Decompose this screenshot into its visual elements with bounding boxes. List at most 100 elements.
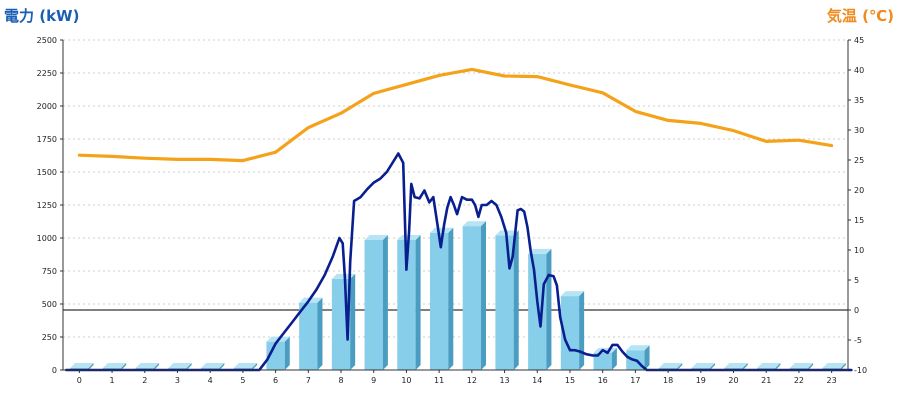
hour-tick-label: 1	[110, 376, 115, 385]
left-tick-label: 250	[42, 333, 57, 342]
power-bar-top	[724, 363, 748, 369]
axes-frame	[62, 40, 849, 371]
grid-lines	[63, 39, 848, 338]
hour-tick-label: 13	[499, 376, 509, 385]
power-bar	[364, 234, 388, 370]
hour-tick-label: 9	[371, 376, 376, 385]
right-tick-label: 25	[854, 156, 864, 165]
right-tick-label: 40	[854, 66, 864, 75]
power-bar-top	[757, 363, 781, 369]
power-bar-front	[429, 232, 449, 370]
hour-tick-label: 8	[338, 376, 343, 385]
power-bar-side	[153, 363, 159, 370]
power-bars	[70, 221, 846, 370]
power-bar-side	[742, 363, 748, 370]
left-tick-label: 0	[52, 366, 57, 375]
power-bar-side	[252, 363, 258, 370]
right-tick-label: 10	[854, 246, 864, 255]
power-bar	[462, 221, 487, 370]
power-bar-top	[102, 363, 127, 369]
left-tick-label: 500	[42, 300, 57, 309]
power-bar-top	[822, 363, 846, 369]
temperature-line	[77, 67, 834, 163]
power-bar-side	[611, 347, 617, 370]
right-tick-label: 5	[854, 276, 859, 285]
left-tick-label: 1000	[37, 234, 57, 243]
power-bar-side	[219, 363, 225, 370]
hour-tick-label: 4	[208, 376, 213, 385]
left-tick-label: 2000	[37, 102, 57, 111]
right-tick-label: 45	[854, 36, 864, 45]
power-bar	[397, 234, 421, 370]
power-bar-top	[233, 363, 258, 369]
right-tick-label: 30	[854, 126, 864, 135]
power-bar-side	[677, 363, 683, 370]
power-bar-front	[593, 352, 612, 370]
hour-tick-label: 21	[761, 376, 771, 385]
left-tick-label: 1250	[37, 201, 57, 210]
right-axis-title: 気温 (℃)	[827, 7, 894, 25]
left-axis-title: 電力 (kW)	[4, 7, 79, 25]
hour-tick-label: 7	[306, 376, 311, 385]
power-bar-top	[626, 345, 650, 351]
power-bar-front	[299, 302, 318, 370]
power-bar-side	[317, 297, 323, 370]
power-bar-side	[546, 248, 552, 370]
hour-tick-label: 12	[467, 376, 477, 385]
power-bar-side	[121, 363, 127, 370]
hour-tick-label: 20	[728, 376, 738, 385]
power-bar-top	[201, 363, 225, 369]
left-axis-ticks: 0 250 500 750 1000 1250 1500 1750 2000 2250 2500	[37, 36, 63, 375]
right-tick-label: -10	[854, 366, 867, 375]
power-bar-top	[299, 297, 323, 303]
power-bar-top	[135, 363, 159, 369]
hour-tick-label: 14	[532, 376, 542, 385]
power-bar-front	[495, 235, 514, 370]
left-tick-label: 2250	[37, 69, 57, 78]
right-tick-label: 15	[854, 216, 864, 225]
power-bar-side	[644, 345, 650, 370]
hour-tick-label: 0	[77, 376, 82, 385]
data-lines	[65, 67, 853, 372]
hour-tick-label: 6	[273, 376, 278, 385]
hour-tick-label: 19	[696, 376, 706, 385]
power-bar-side	[840, 363, 846, 370]
power-bar-top	[462, 221, 487, 227]
power-bar-top	[691, 363, 715, 369]
hour-tick-label: 5	[240, 376, 245, 385]
hour-tick-label: 22	[794, 376, 804, 385]
right-tick-label: 0	[854, 306, 859, 315]
right-tick-label: 35	[854, 96, 864, 105]
power-bar-top	[560, 291, 585, 297]
power-bar-front	[462, 226, 482, 370]
right-axis-ticks: -10 -5 0 5 10 15 20 25 30 35 40 45	[848, 36, 867, 375]
left-tick-label: 2500	[37, 36, 57, 45]
hour-axis-ticks: 0 1 2 3 4 5 6 7 8 9 10 11 12 13 14 15 16 17 18 19 20 21 22 23	[77, 370, 837, 385]
power-bar-side	[579, 291, 585, 370]
power-bar-side	[513, 230, 519, 370]
power-bar	[266, 336, 290, 370]
power-bar	[528, 248, 552, 370]
power-bar-side	[350, 273, 356, 370]
power-bar-side	[415, 234, 421, 370]
power-bar-top	[168, 363, 192, 369]
hour-tick-label: 2	[142, 376, 147, 385]
left-tick-label: 1500	[37, 168, 57, 177]
power-bar-top	[789, 363, 814, 369]
power-bar-front	[528, 253, 547, 370]
power-bar-side	[775, 363, 781, 370]
power-bar-front	[266, 341, 285, 370]
hour-tick-label: 17	[630, 376, 640, 385]
power-bar-side	[284, 336, 290, 370]
left-tick-label: 1750	[37, 135, 57, 144]
hour-tick-label: 23	[827, 376, 837, 385]
hour-tick-label: 10	[401, 376, 411, 385]
power-bar-side	[808, 363, 814, 370]
right-tick-label: 20	[854, 186, 864, 195]
power-bar-side	[448, 227, 454, 370]
power-bar-side	[709, 363, 715, 370]
power-bar	[331, 273, 356, 370]
power-bar-front	[560, 296, 580, 370]
power-bar-top	[364, 234, 388, 240]
